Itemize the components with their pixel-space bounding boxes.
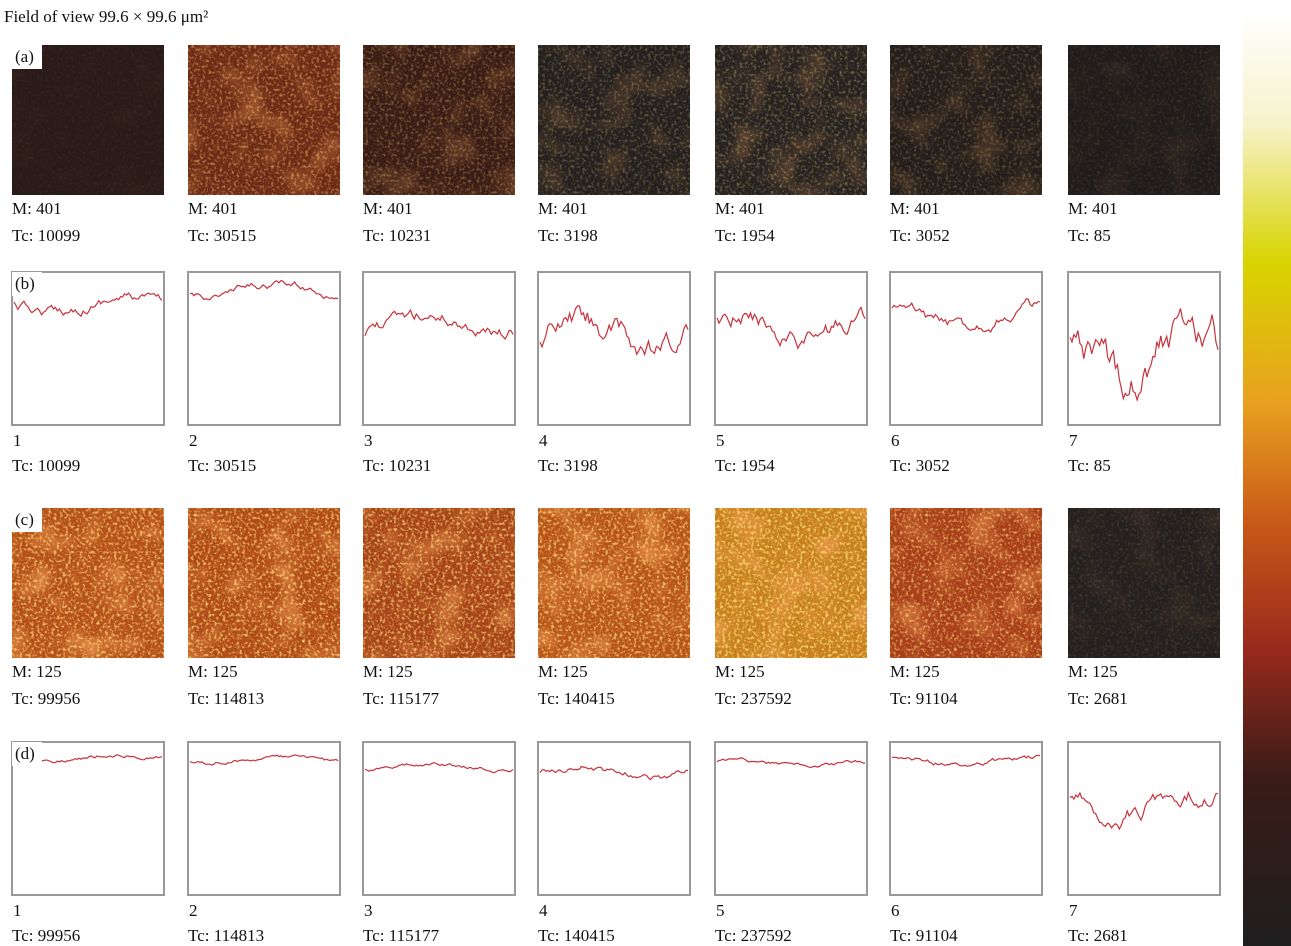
image-texture: [538, 45, 690, 195]
panel-tc: Tc: 85: [1068, 456, 1111, 475]
trace-box: [538, 742, 690, 895]
panel-index: 2: [189, 901, 198, 920]
panel-tc: Tc: 99956: [12, 926, 80, 945]
panel-index: 1: [13, 431, 22, 450]
image-texture: [890, 45, 1042, 195]
panel-index: 3: [364, 431, 373, 450]
panel-tc: Tc: 99956: [12, 689, 80, 708]
colorbar: [1243, 10, 1291, 946]
panel-tc: Tc: 10099: [12, 456, 80, 475]
image-texture: [715, 508, 867, 658]
panel-index: 7: [1069, 431, 1078, 450]
trace-box: [188, 272, 340, 425]
panel-m: M: 125: [538, 662, 588, 681]
panel-tc: Tc: 2681: [1068, 926, 1128, 945]
panel-index: 6: [891, 431, 900, 450]
panel-tc: Tc: 10231: [363, 456, 431, 475]
image-texture: [363, 45, 515, 195]
image-texture: [1068, 45, 1220, 195]
panel-m: M: 125: [188, 662, 238, 681]
panel-m: M: 125: [12, 662, 62, 681]
trace-box: [538, 272, 690, 425]
panel-tc: Tc: 114813: [188, 689, 264, 708]
panel-tc: Tc: 140415: [538, 689, 615, 708]
panel-m: M: 401: [12, 199, 62, 218]
panel-index: 4: [539, 431, 548, 450]
image-texture: [715, 45, 867, 195]
row-label: (c): [15, 510, 34, 529]
panel-tc: Tc: 1954: [715, 226, 775, 245]
figure-title: Field of view 99.6 × 99.6 μm²: [4, 7, 208, 26]
trace-box: [1068, 742, 1220, 895]
trace-box: [715, 742, 867, 895]
panel-tc: Tc: 91104: [890, 689, 958, 708]
panel-tc: Tc: 3198: [538, 456, 598, 475]
figure: Field of view 99.6 × 99.6 μm² M: 401 Tc: …: [0, 0, 1291, 946]
image-texture: [188, 45, 340, 195]
panel-tc: Tc: 1954: [715, 456, 775, 475]
row-label: (a): [15, 47, 34, 66]
panel-tc: Tc: 237592: [715, 689, 792, 708]
panel-tc: Tc: 3198: [538, 226, 598, 245]
panel-index: 5: [716, 901, 725, 920]
trace-box: [363, 272, 515, 425]
panel-tc: Tc: 237592: [715, 926, 792, 945]
panel-tc: Tc: 85: [1068, 226, 1111, 245]
trace-box: [715, 272, 867, 425]
panel-m: M: 401: [538, 199, 588, 218]
image-texture: [363, 508, 515, 658]
panel-index: 1: [13, 901, 22, 920]
panel-m: M: 125: [715, 662, 765, 681]
trace-box: [890, 742, 1042, 895]
panel-m: M: 401: [715, 199, 765, 218]
trace-box: [890, 272, 1042, 425]
panel-index: 5: [716, 431, 725, 450]
row-label: (d): [15, 744, 35, 763]
panel-index: 3: [364, 901, 373, 920]
image-texture: [188, 508, 340, 658]
panel-tc: Tc: 3052: [890, 456, 950, 475]
panel-tc: Tc: 114813: [188, 926, 264, 945]
panel-tc: Tc: 10231: [363, 226, 431, 245]
panel-m: M: 401: [1068, 199, 1118, 218]
panel-m: M: 401: [363, 199, 413, 218]
panel-m: M: 125: [890, 662, 940, 681]
panel-tc: Tc: 91104: [890, 926, 958, 945]
panel-index: 4: [539, 901, 548, 920]
image-texture: [1068, 508, 1220, 658]
panel-m: M: 125: [1068, 662, 1118, 681]
row-label: (b): [15, 274, 35, 293]
panel-tc: Tc: 115177: [363, 926, 440, 945]
panel-tc: Tc: 30515: [188, 226, 256, 245]
panel-index: 6: [891, 901, 900, 920]
panel-tc: Tc: 3052: [890, 226, 950, 245]
panel-tc: Tc: 140415: [538, 926, 615, 945]
panel-tc: Tc: 30515: [188, 456, 256, 475]
image-texture: [538, 508, 690, 658]
image-texture: [890, 508, 1042, 658]
panel-tc: Tc: 2681: [1068, 689, 1128, 708]
panel-tc: Tc: 115177: [363, 689, 440, 708]
panel-m: M: 401: [890, 199, 940, 218]
panel-tc: Tc: 10099: [12, 226, 80, 245]
panel-index: 2: [189, 431, 198, 450]
panel-m: M: 401: [188, 199, 238, 218]
panel-index: 7: [1069, 901, 1078, 920]
panel-m: M: 125: [363, 662, 413, 681]
